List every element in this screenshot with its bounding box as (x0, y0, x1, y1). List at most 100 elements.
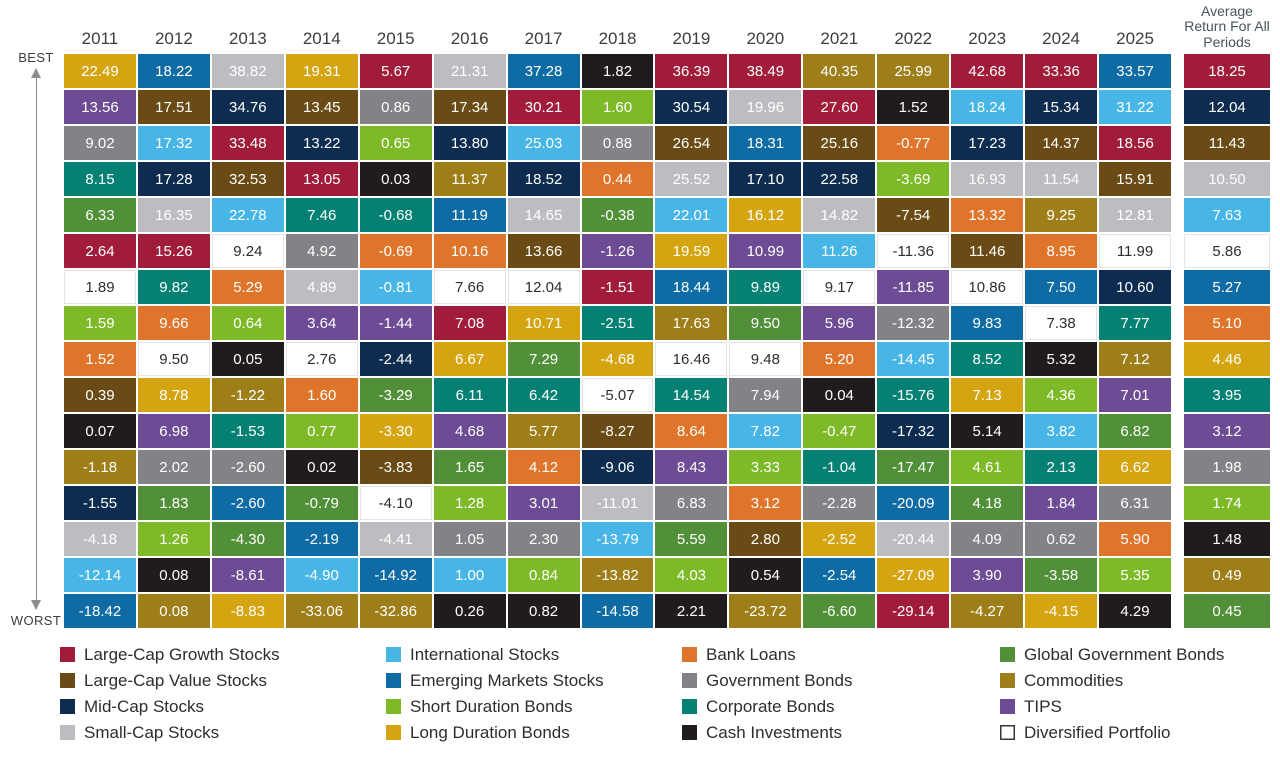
return-cell: -1.55 (64, 486, 136, 520)
return-cell: 4.29 (1099, 594, 1171, 628)
return-cell: -14.92 (359, 558, 432, 592)
return-cell: -4.68 (581, 342, 654, 376)
return-cell: -0.77 (877, 126, 950, 160)
return-cell: -4.30 (211, 522, 284, 556)
return-cell: -3.29 (359, 378, 432, 412)
legend-item-emerging-markets-stocks: Emerging Markets Stocks (386, 670, 682, 691)
return-cell: 27.60 (803, 90, 876, 124)
return-cell: 15.34 (1025, 90, 1098, 124)
return-cell: 2.13 (1025, 450, 1098, 484)
return-cell: -12.14 (64, 558, 136, 592)
legend-item-tips: TIPS (1000, 696, 1224, 717)
best-worst-arrow-icon (30, 68, 41, 610)
average-grid: 18.25 12.04 11.43 10.50 7.63 5.86 5.27 5.10 4.46… (1184, 54, 1270, 628)
return-cell: 1.60 (285, 378, 358, 412)
return-cell: -4.10 (359, 486, 432, 520)
return-cell: -23.72 (729, 594, 802, 628)
year-header: 2018 (598, 29, 637, 48)
color-swatch-icon (386, 725, 401, 740)
return-cell: 2.21 (655, 594, 728, 628)
return-cell: 13.66 (507, 234, 580, 268)
return-cell: 12.81 (1099, 198, 1171, 232)
return-cell: 4.61 (951, 450, 1024, 484)
return-cell: 1.59 (64, 306, 136, 340)
return-cell: 11.19 (433, 198, 506, 232)
return-cell: -3.58 (1025, 558, 1098, 592)
return-cell: 15.26 (137, 234, 210, 268)
return-cell: -4.18 (64, 522, 136, 556)
return-cell: 1.00 (433, 558, 506, 592)
return-cell: -1.18 (64, 450, 136, 484)
return-cell: 5.67 (359, 54, 432, 88)
legend-label: Corporate Bonds (706, 696, 835, 716)
return-cell: 1.89 (64, 270, 136, 304)
return-cell: 7.66 (433, 270, 506, 304)
return-cell: 8.95 (1025, 234, 1098, 268)
color-swatch-icon (60, 647, 75, 662)
legend-label: Mid-Cap Stocks (84, 696, 204, 716)
return-cell: -3.69 (877, 162, 950, 196)
return-cell: 4.03 (655, 558, 728, 592)
return-cell: -3.83 (359, 450, 432, 484)
return-cell: 5.96 (803, 306, 876, 340)
legend-label: Large-Cap Value Stocks (84, 670, 268, 690)
return-cell: 6.82 (1099, 414, 1171, 448)
legend-column: Bank Loans Government Bonds Corporate Bond… (682, 644, 1000, 743)
return-cell: 18.24 (951, 90, 1024, 124)
return-cell: 6.67 (433, 342, 506, 376)
return-cell: -7.54 (877, 198, 950, 232)
legend-item-large-cap-value-stocks: Large-Cap Value Stocks (60, 670, 386, 691)
return-cell: 5.10 (1184, 306, 1270, 340)
average-column-header: Average Return For All Periods (1184, 3, 1270, 50)
return-cell: 3.12 (1184, 414, 1270, 448)
legend-column: Global Government Bonds Commodities TIPS Di… (1000, 644, 1224, 743)
return-cell: 1.26 (137, 522, 210, 556)
return-cell: 9.17 (803, 270, 876, 304)
return-cell: 10.71 (507, 306, 580, 340)
return-cell: 0.62 (1025, 522, 1098, 556)
legend-label: International Stocks (410, 644, 560, 664)
legend-item-corporate-bonds: Corporate Bonds (682, 696, 1000, 717)
return-cell: -6.60 (803, 594, 876, 628)
return-cell: 7.46 (285, 198, 358, 232)
year-header: 2013 (228, 29, 267, 48)
return-cell: 17.32 (137, 126, 210, 160)
return-cell: -0.81 (359, 270, 432, 304)
return-cell: -0.79 (285, 486, 358, 520)
return-cell: 13.80 (433, 126, 506, 160)
legend-item-long-duration-bonds: Long Duration Bonds (386, 722, 682, 743)
return-cell: -1.51 (581, 270, 654, 304)
return-cell: 4.89 (285, 270, 358, 304)
return-cell: 4.12 (507, 450, 580, 484)
return-cell: 0.44 (581, 162, 654, 196)
return-cell: 13.56 (64, 90, 136, 124)
return-cell: -0.47 (803, 414, 876, 448)
best-worst-axis: BEST WORST (8, 4, 64, 628)
legend-item-bank-loans: Bank Loans (682, 644, 1000, 665)
return-cell: 5.59 (655, 522, 728, 556)
return-cell: 1.65 (433, 450, 506, 484)
return-cell: 9.02 (64, 126, 136, 160)
return-cell: 14.65 (507, 198, 580, 232)
return-cell: 4.36 (1025, 378, 1098, 412)
return-cell: 19.96 (729, 90, 802, 124)
return-cell: 7.77 (1099, 306, 1171, 340)
return-cell: 1.60 (581, 90, 654, 124)
legend-item-global-government-bonds: Global Government Bonds (1000, 644, 1224, 665)
return-cell: -2.54 (803, 558, 876, 592)
return-cell: -18.42 (64, 594, 136, 628)
return-cell: -8.61 (211, 558, 284, 592)
return-cell: 32.53 (211, 162, 284, 196)
return-cell: 2.02 (137, 450, 210, 484)
return-cell: 7.12 (1099, 342, 1171, 376)
legend-label: Bank Loans (706, 644, 796, 664)
return-cell: -33.06 (285, 594, 358, 628)
return-cell: -3.30 (359, 414, 432, 448)
return-cell: 11.26 (803, 234, 876, 268)
return-cell: 4.92 (285, 234, 358, 268)
return-cell: 4.18 (951, 486, 1024, 520)
return-cell: 22.78 (211, 198, 284, 232)
legend-item-international-stocks: International Stocks (386, 644, 682, 665)
return-cell: 7.38 (1025, 306, 1098, 340)
return-cell: 33.57 (1099, 54, 1171, 88)
